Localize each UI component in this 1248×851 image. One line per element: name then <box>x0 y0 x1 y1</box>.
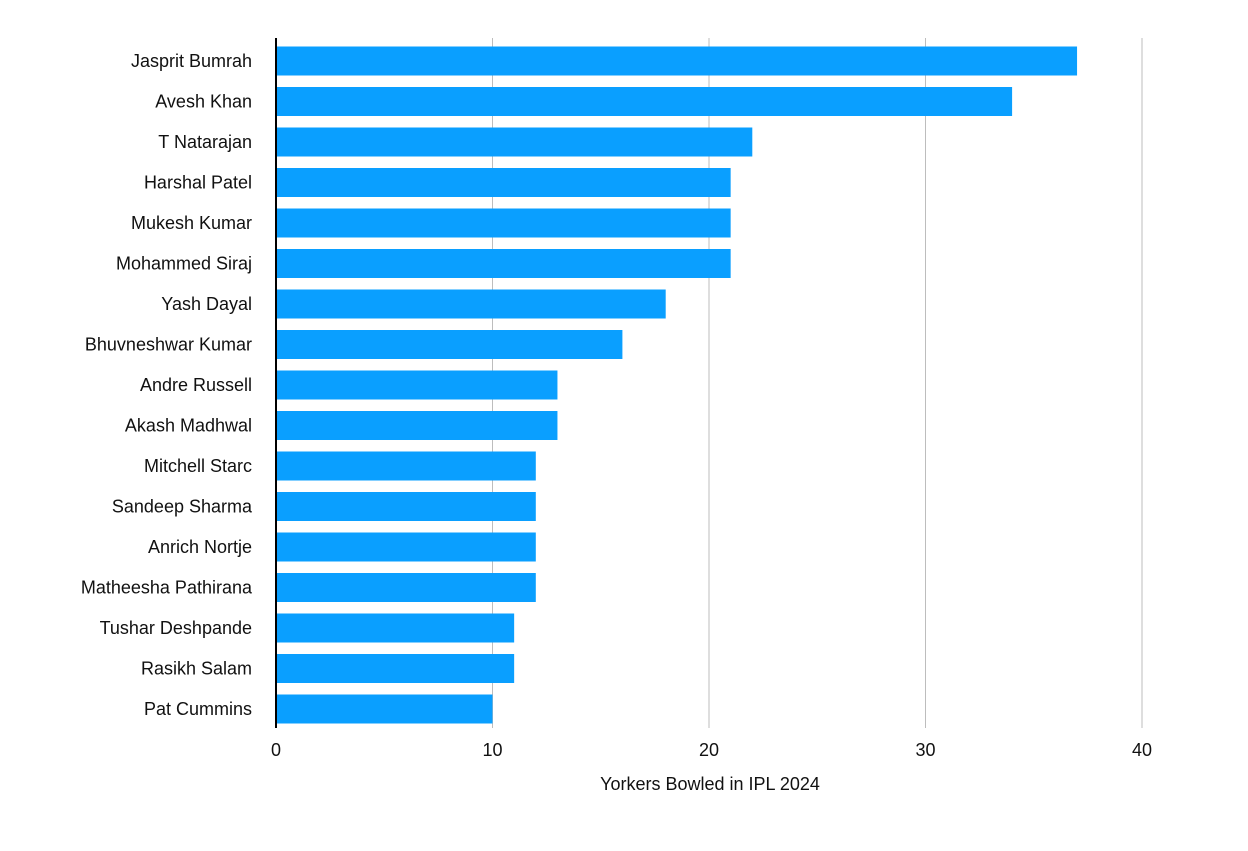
bar <box>276 573 536 602</box>
category-label: Bhuvneshwar Kumar <box>85 335 252 355</box>
bar <box>276 127 753 157</box>
x-tick-label: 20 <box>699 740 719 760</box>
category-label: Mitchell Starc <box>144 456 252 476</box>
bar <box>276 451 536 481</box>
bar <box>276 330 623 359</box>
category-label: Avesh Khan <box>155 92 252 112</box>
x-tick-label: 40 <box>1132 740 1152 760</box>
bar <box>276 249 731 278</box>
x-axis-title: Yorkers Bowled in IPL 2024 <box>600 774 820 794</box>
category-label: Anrich Nortje <box>148 537 252 557</box>
category-label: Mukesh Kumar <box>131 213 252 233</box>
category-label: Sandeep Sharma <box>112 497 253 517</box>
bar <box>276 289 666 319</box>
category-label: Mohammed Siraj <box>116 254 252 274</box>
category-label: Matheesha Pathirana <box>81 578 253 598</box>
category-label: Jasprit Bumrah <box>131 51 252 71</box>
x-tick-labels: 0 10 20 30 40 <box>271 740 1152 760</box>
category-label: Yash Dayal <box>161 294 252 314</box>
bars <box>276 46 1078 724</box>
bar <box>276 694 493 724</box>
bar <box>276 168 731 197</box>
category-label: T Natarajan <box>158 132 252 152</box>
bar <box>276 532 536 562</box>
x-tick-label: 30 <box>915 740 935 760</box>
category-label: Andre Russell <box>140 375 252 395</box>
bar <box>276 46 1078 76</box>
category-label: Harshal Patel <box>144 173 252 193</box>
bar <box>276 654 515 683</box>
bar <box>276 411 558 440</box>
bar <box>276 87 1013 116</box>
bar <box>276 370 558 400</box>
x-tick-label: 10 <box>482 740 502 760</box>
category-label: Rasikh Salam <box>141 659 252 679</box>
category-labels: Jasprit Bumrah Avesh Khan T Natarajan Harsh… <box>81 51 253 719</box>
category-label: Pat Cummins <box>144 699 252 719</box>
category-label: Akash Madhwal <box>125 416 252 436</box>
bar <box>276 492 536 521</box>
category-label: Tushar Deshpande <box>100 618 252 638</box>
x-tick-label: 0 <box>271 740 281 760</box>
bar <box>276 208 731 238</box>
bar <box>276 613 515 643</box>
